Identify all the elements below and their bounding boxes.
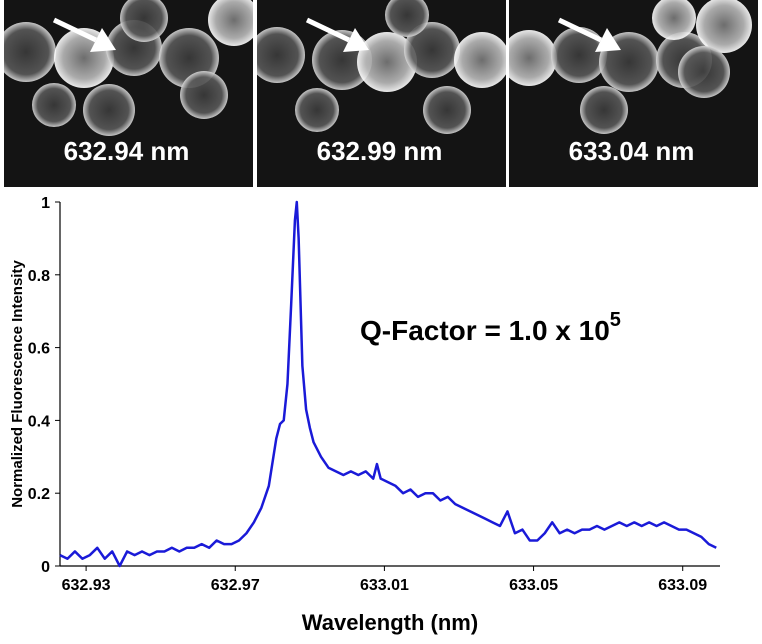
y-tick-label: 1 xyxy=(41,195,50,212)
arrow-shaft xyxy=(52,17,98,43)
image-panel: 632.99 nm xyxy=(257,0,506,187)
arrow-shaft xyxy=(557,17,603,43)
microsphere xyxy=(385,0,429,37)
arrow-head xyxy=(90,28,116,52)
microsphere xyxy=(4,22,56,82)
annotation-superscript: 5 xyxy=(610,309,621,331)
microsphere xyxy=(32,83,76,127)
microsphere xyxy=(404,22,460,78)
x-tick-label: 632.93 xyxy=(62,577,111,594)
microsphere xyxy=(295,88,339,132)
microsphere xyxy=(208,0,253,46)
image-panel: 633.04 nm xyxy=(509,0,758,187)
data-line xyxy=(59,200,717,568)
microsphere xyxy=(509,30,557,86)
panel-label: 632.99 nm xyxy=(317,136,443,166)
microsphere xyxy=(652,0,696,40)
microsphere xyxy=(696,0,752,53)
panel-label: 633.04 nm xyxy=(569,136,695,166)
image-panels: 632.94 nm 632.99 nm 633.04 nm xyxy=(4,0,758,187)
x-tick-label: 633.01 xyxy=(360,577,409,594)
y-tick-label: 0 xyxy=(41,559,50,576)
chart: Normalized Fluorescence Intensity Wavele… xyxy=(9,195,720,635)
image-panel: 632.94 nm xyxy=(4,0,253,187)
microsphere xyxy=(180,71,228,119)
x-tick-label: 633.05 xyxy=(509,577,558,594)
panel-label: 632.94 nm xyxy=(64,136,190,166)
microsphere xyxy=(357,32,417,92)
x-axis-label: Wavelength (nm) xyxy=(302,610,478,635)
y-tick-label: 0.4 xyxy=(28,413,50,430)
panel-content xyxy=(257,0,506,134)
microsphere xyxy=(454,32,506,88)
panel-content xyxy=(509,0,752,134)
arrow-shaft xyxy=(305,17,351,43)
microsphere xyxy=(678,46,730,98)
panel-content xyxy=(4,0,253,136)
y-axis-label: Normalized Fluorescence Intensity xyxy=(9,260,26,508)
annotation-text: Q-Factor = 1.0 x 10 xyxy=(360,315,610,346)
microsphere xyxy=(83,84,135,136)
arrow-head xyxy=(343,28,369,52)
y-tick-label: 0.6 xyxy=(28,341,50,358)
y-tick-label: 0.8 xyxy=(28,268,50,285)
x-tick-label: 633.09 xyxy=(658,577,707,594)
microsphere xyxy=(423,86,471,134)
microsphere xyxy=(551,27,607,83)
panel-background xyxy=(257,0,506,187)
microsphere xyxy=(580,86,628,134)
microsphere xyxy=(120,0,168,42)
y-tick-label: 0.2 xyxy=(28,486,50,503)
arrow-head xyxy=(595,28,621,52)
x-tick-label: 632.97 xyxy=(211,577,260,594)
microsphere xyxy=(257,27,305,83)
annotation: Q-Factor = 1.0 x 105 xyxy=(360,309,621,346)
